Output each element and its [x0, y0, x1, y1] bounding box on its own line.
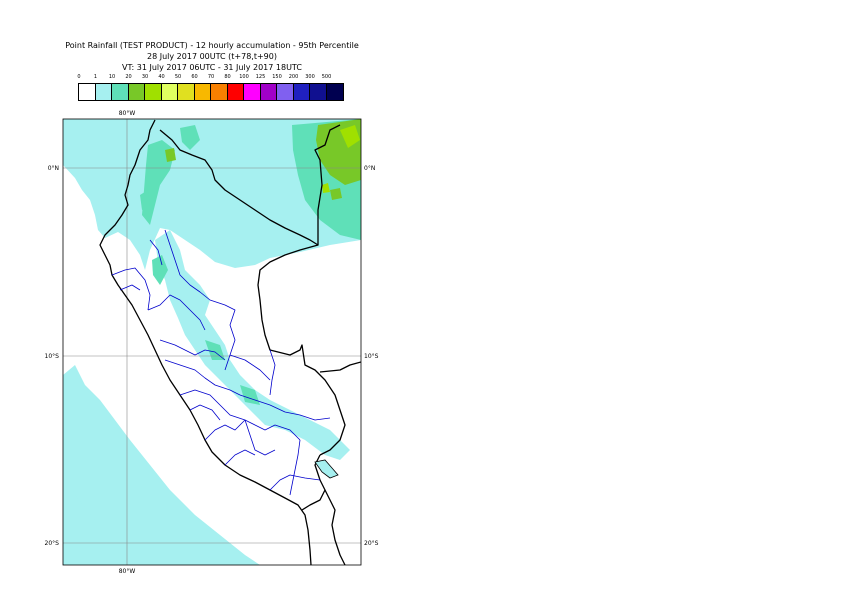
legend-label: 60	[191, 74, 198, 80]
legend-swatch	[293, 84, 310, 100]
legend-label: 20	[125, 74, 132, 80]
lat-label-20-right: 20°S	[364, 540, 379, 547]
legend-label: 40	[158, 74, 165, 80]
legend-label: 125	[255, 74, 266, 80]
regional-borders	[111, 229, 331, 496]
legend-label: 0	[77, 74, 81, 80]
legend-label: 1	[93, 74, 98, 80]
lat-label-0-left: 0°N	[48, 165, 59, 172]
rain-very-heavy-areas	[322, 125, 360, 193]
legend-labels: 0 1 10 20 30 40 50 60 70 80 100 125 150 200 300 500	[77, 74, 358, 82]
legend-swatch	[211, 84, 228, 100]
lat-label-0-right: 0°N	[364, 165, 375, 172]
legend-label: 10	[108, 74, 116, 80]
legend-label: 30	[141, 74, 149, 80]
legend-label: 150	[272, 74, 282, 80]
legend-swatch	[95, 84, 112, 100]
legend-swatch	[260, 84, 277, 100]
legend-label: 300	[305, 74, 315, 80]
legend-label: 70	[207, 74, 215, 80]
legend-label: 50	[174, 74, 182, 80]
map-frame	[62, 118, 362, 566]
legend-swatch	[227, 84, 244, 100]
lake-titicaca	[314, 459, 339, 479]
map-title-block: Point Rainfall (TEST PRODUCT) - 12 hourl…	[0, 40, 424, 73]
legend-swatch	[310, 84, 327, 100]
legend-swatch	[326, 84, 343, 100]
legend-swatch	[277, 84, 294, 100]
legend-swatch	[194, 84, 211, 100]
legend-swatch	[79, 84, 96, 100]
legend-color-bar	[78, 83, 344, 101]
lon-label-bottom: 80°W	[119, 568, 136, 575]
lat-label-10-right: 10°S	[364, 353, 379, 360]
legend-label: 80	[224, 74, 231, 80]
lat-label-10-left: 10°S	[45, 353, 60, 360]
title-line-run: 28 July 2017 00UTC (t+78,t+90)	[147, 52, 277, 61]
legend-swatch	[112, 84, 129, 100]
legend-swatch	[128, 84, 145, 100]
national-borders	[99, 119, 361, 565]
legend-label: 200	[288, 74, 299, 80]
lon-label-top: 80°W	[119, 110, 136, 117]
legend-swatch	[161, 84, 178, 100]
title-line-validity: VT: 31 July 2017 06UTC - 31 July 2017 18…	[122, 63, 302, 72]
legend-swatch	[244, 84, 261, 100]
legend-swatch	[178, 84, 195, 100]
legend-swatch	[145, 84, 162, 100]
legend-label: 100	[239, 74, 249, 80]
lat-label-20-left: 20°S	[45, 540, 60, 547]
legend-label: 500	[321, 74, 332, 80]
graticule	[63, 119, 361, 565]
title-line-product: Point Rainfall (TEST PRODUCT) - 12 hourl…	[65, 41, 359, 50]
